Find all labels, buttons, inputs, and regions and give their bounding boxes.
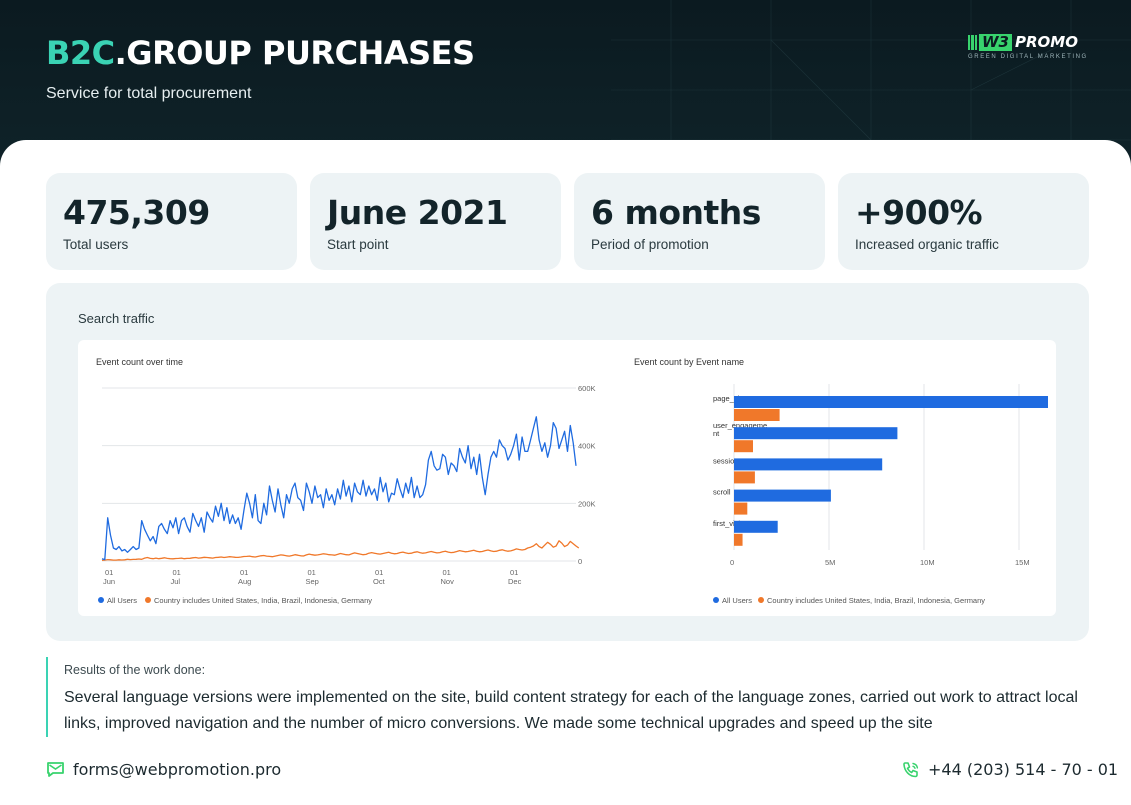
logo-mark: W3 PROMO — [968, 33, 1090, 52]
bar — [734, 502, 748, 515]
results-text: Several language versions were implement… — [64, 689, 1078, 732]
bar — [734, 396, 1048, 408]
x-tick-label: 0 — [730, 558, 734, 567]
x-tick-label-day: 01 — [105, 568, 113, 577]
x-tick-label-month: Nov — [441, 577, 455, 586]
bar — [734, 427, 898, 440]
legend-dot — [98, 597, 104, 603]
bar — [734, 520, 778, 533]
stat-card-total-users: 475,309 Total users — [46, 173, 297, 270]
category-label: first_visit — [713, 519, 743, 528]
x-tick-label-month: Jul — [171, 577, 181, 586]
email-contact[interactable]: forms@webpromotion.pro — [46, 760, 281, 779]
x-tick-label-month: Oct — [373, 577, 386, 586]
legend-dot — [758, 597, 764, 603]
bar — [734, 489, 831, 502]
legend-dot — [145, 597, 151, 603]
stat-value: June 2021 — [327, 193, 508, 232]
x-tick-label-day: 01 — [443, 568, 451, 577]
legend-label: Country includes United States, India, B… — [154, 596, 372, 605]
y-tick-label: 0 — [578, 557, 582, 566]
y-tick-label: 400K — [578, 442, 596, 451]
series-line — [101, 540, 580, 562]
stat-card-start-point: June 2021 Start point — [310, 173, 561, 270]
logo-w3: W3 — [979, 34, 1012, 51]
bar — [734, 471, 755, 484]
x-tick-label-day: 01 — [375, 568, 383, 577]
legend-dot — [713, 597, 719, 603]
search-traffic-panel: Search traffic Event count over time 600… — [46, 283, 1089, 641]
stat-label: Start point — [327, 237, 389, 252]
section-title: Search traffic — [78, 311, 155, 326]
results-label: Results of the work done: — [64, 663, 206, 677]
legend-label: All Users — [722, 596, 752, 605]
category-label: user_engageme — [713, 421, 767, 430]
stat-card-period: 6 months Period of promotion — [574, 173, 825, 270]
x-tick-label-day: 01 — [173, 568, 181, 577]
category-label: scroll — [713, 488, 731, 497]
bar — [734, 409, 780, 421]
results-block: Results of the work done: Several langua… — [46, 657, 1096, 737]
stat-label: Period of promotion — [591, 237, 709, 252]
email-link[interactable]: forms@webpromotion.pro — [73, 760, 282, 779]
bar — [734, 458, 883, 471]
x-tick-label-month: Sep — [306, 577, 319, 586]
logo-bars-icon — [968, 35, 977, 50]
x-tick-label-day: 01 — [510, 568, 518, 577]
category-label: page_view — [713, 394, 749, 403]
x-tick-label-month: Jun — [103, 577, 115, 586]
stat-value: 475,309 — [63, 193, 210, 232]
phone-number[interactable]: +44 (203) 514 - 70 - 01 — [928, 760, 1119, 779]
x-tick-label-month: Aug — [238, 577, 251, 586]
phone-icon — [903, 761, 919, 777]
x-tick-label: 10M — [920, 558, 935, 567]
bar — [734, 440, 753, 453]
stat-value: 6 months — [591, 193, 761, 232]
stat-label: Total users — [63, 237, 129, 252]
stat-value: +900% — [855, 193, 983, 232]
line-chart-title: Event count over time — [96, 357, 184, 367]
series-line — [101, 416, 577, 561]
bar — [734, 533, 743, 546]
title-accent: B2C — [46, 34, 115, 72]
legend-label: All Users — [107, 596, 137, 605]
x-tick-label-day: 01 — [308, 568, 316, 577]
category-label: nt — [713, 429, 720, 438]
stat-card-organic-traffic: +900% Increased organic traffic — [838, 173, 1089, 270]
title-rest: .GROUP PURCHASES — [114, 34, 475, 72]
x-tick-label-day: 01 — [240, 568, 248, 577]
email-chat-icon — [47, 762, 64, 777]
y-tick-label: 600K — [578, 384, 596, 393]
line-chart: 600K400K200K001Jun01Jul01Aug01Sep01Oct01… — [98, 384, 596, 605]
x-tick-label-month: Dec — [508, 577, 522, 586]
phone-contact[interactable]: +44 (203) 514 - 70 - 01 — [902, 760, 1118, 779]
x-tick-label: 5M — [825, 558, 835, 567]
bar-chart: 05M10M15M20Mpage_viewuser_engagementsess… — [713, 384, 1048, 605]
bar-chart-title: Event count by Event name — [634, 357, 745, 367]
legend-label: Country includes United States, India, B… — [767, 596, 985, 605]
logo-tagline: GREEN DIGITAL MARKETING — [968, 54, 1088, 60]
x-tick-label: 15M — [1015, 558, 1030, 567]
page-subtitle: Service for total procurement — [46, 85, 252, 102]
stat-label: Increased organic traffic — [855, 237, 999, 252]
w3promo-logo[interactable]: W3 PROMO GREEN DIGITAL MARKETING — [968, 33, 1090, 63]
page-title: B2C.GROUP PURCHASES — [46, 34, 475, 72]
y-tick-label: 200K — [578, 499, 596, 508]
charts-card: Event count over time 600K 400K 200K 0 01 Jun… — [78, 340, 1056, 616]
logo-promo: PROMO — [1014, 33, 1078, 51]
